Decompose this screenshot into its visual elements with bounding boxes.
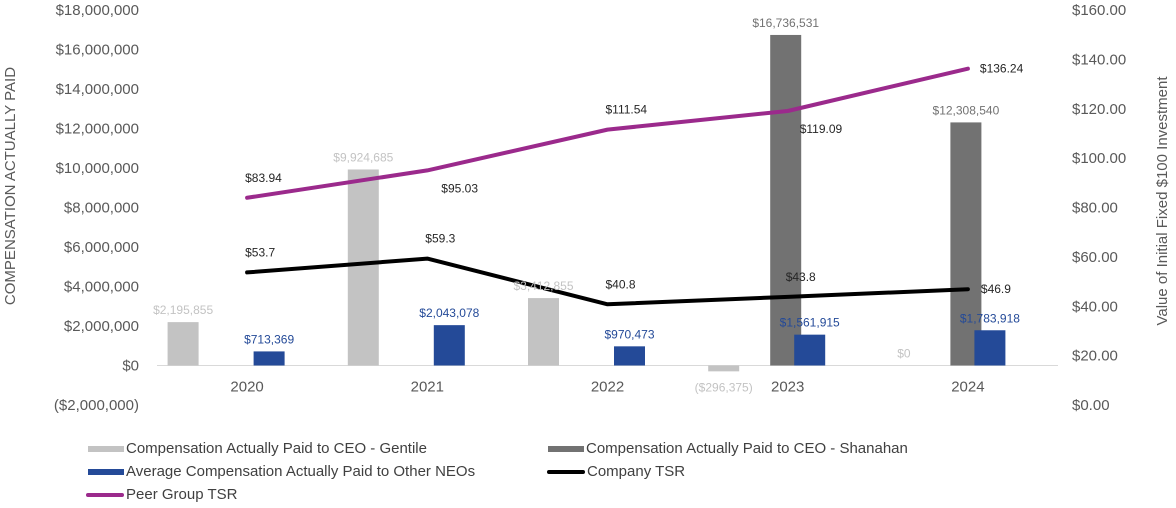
left-axis-title: COMPENSATION ACTUALLY PAID bbox=[2, 67, 19, 305]
x-axis-tick-label: 2024 bbox=[951, 379, 984, 396]
right-axis-tick-label: $80.00 bbox=[1072, 200, 1118, 217]
x-axis-tick-label: 2022 bbox=[591, 379, 624, 396]
left-axis-tick-label: $16,000,000 bbox=[56, 42, 139, 59]
left-axis-tick-label: $6,000,000 bbox=[64, 239, 139, 256]
bar-ceo-shanahan bbox=[770, 34, 802, 366]
bar-ceo-shanahan bbox=[950, 122, 982, 366]
bar-data-label: $3,412,855 bbox=[513, 279, 573, 293]
left-axis-tick-label: $10,000,000 bbox=[56, 160, 139, 177]
bar-ceo-gentile bbox=[347, 169, 379, 366]
bar-other-neos bbox=[794, 334, 826, 366]
left-axis-tick-label: $2,000,000 bbox=[64, 318, 139, 335]
line-data-label: $119.09 bbox=[800, 122, 843, 136]
x-axis-tick-label: 2023 bbox=[771, 379, 804, 396]
right-axis-tick-label: $20.00 bbox=[1072, 348, 1118, 365]
right-axis-tick-label: $160.00 bbox=[1072, 2, 1126, 19]
left-axis-tick-label: $0 bbox=[122, 358, 139, 375]
bar-data-label: $12,308,540 bbox=[933, 103, 1000, 117]
line-data-label: $83.94 bbox=[245, 171, 282, 185]
line-data-label: $40.8 bbox=[606, 277, 636, 291]
left-axis-tick-label: ($2,000,000) bbox=[54, 397, 139, 414]
left-axis-tick-label: $18,000,000 bbox=[56, 2, 139, 19]
right-axis-tick-label: $140.00 bbox=[1072, 51, 1126, 68]
right-axis-tick-label: $100.00 bbox=[1072, 150, 1126, 167]
x-axis-tick-label: 2021 bbox=[411, 379, 444, 396]
bar-ceo-gentile bbox=[167, 322, 199, 366]
bar-data-label: $2,195,855 bbox=[153, 303, 213, 317]
right-axis-tick-label: $40.00 bbox=[1072, 298, 1118, 315]
bar-data-label: $970,473 bbox=[604, 327, 654, 341]
right-axis-tick-label: $60.00 bbox=[1072, 249, 1118, 266]
left-axis-tick-label: $14,000,000 bbox=[56, 81, 139, 98]
line-data-label: $136.24 bbox=[980, 62, 1024, 76]
left-axis-tick-label: $8,000,000 bbox=[64, 200, 139, 217]
lines bbox=[245, 66, 970, 307]
bar-data-label: ($296,375) bbox=[695, 380, 753, 394]
bar-other-neos bbox=[614, 346, 645, 366]
x-axis-category-labels: 2020 2021 2022 2023 2024 bbox=[230, 379, 984, 396]
peer-group-tsr-line bbox=[245, 66, 970, 200]
bar-ceo-gentile bbox=[708, 365, 740, 372]
right-axis-tick-label: $120.00 bbox=[1072, 101, 1126, 118]
data-labels: $2,195,855 $9,924,685 $3,412,855 ($296,375)… bbox=[153, 16, 1024, 394]
line-data-label: $46.9 bbox=[981, 282, 1011, 296]
left-axis-ticks: ($2,000,000) $0 $2,000,000 $4,000,000 $6,000… bbox=[54, 2, 139, 414]
company-tsr-line bbox=[245, 256, 970, 307]
bar-other-neos bbox=[974, 330, 1006, 366]
bar-data-label: $0 bbox=[897, 347, 911, 361]
bar-data-label: $1,561,915 bbox=[780, 316, 840, 330]
bar-data-label: $1,783,918 bbox=[960, 311, 1020, 325]
bar-ceo-gentile bbox=[528, 298, 559, 366]
bar-data-label: $9,924,685 bbox=[333, 150, 393, 164]
line-data-label: $95.03 bbox=[441, 181, 478, 195]
line-data-label: $111.54 bbox=[606, 103, 648, 117]
x-axis-tick-label: 2020 bbox=[230, 379, 263, 396]
line-data-label: $53.7 bbox=[245, 245, 275, 259]
right-axis-title: Value of Initial Fixed $100 Investment bbox=[1154, 76, 1171, 326]
right-axis-ticks: $0.00 $20.00 $40.00 $60.00 $80.00 $100.00 $120… bbox=[1072, 2, 1126, 414]
line-data-label: $43.8 bbox=[786, 270, 816, 284]
bars bbox=[167, 34, 1006, 372]
bar-other-neos bbox=[433, 325, 465, 366]
bar-data-label: $16,736,531 bbox=[752, 16, 819, 30]
left-axis-tick-label: $4,000,000 bbox=[64, 279, 139, 296]
bar-data-label: $713,369 bbox=[244, 332, 294, 346]
left-axis-tick-label: $12,000,000 bbox=[56, 121, 139, 138]
bar-data-label: $2,043,078 bbox=[419, 306, 479, 320]
line-data-label: $59.3 bbox=[425, 232, 455, 246]
bar-other-neos bbox=[253, 351, 285, 366]
right-axis-tick-label: $0.00 bbox=[1072, 397, 1110, 414]
